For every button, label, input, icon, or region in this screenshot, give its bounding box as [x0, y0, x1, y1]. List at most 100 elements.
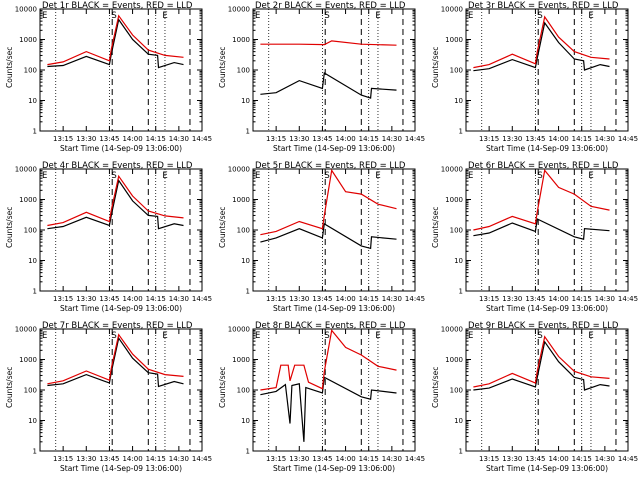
series-lld: [473, 335, 610, 388]
x-tick-label: 13:30: [289, 455, 309, 463]
x-tick-label: 14:45: [192, 455, 212, 463]
series-lld: [47, 14, 184, 66]
x-tick-label: 14:45: [405, 295, 425, 303]
x-tick-label: 13:45: [525, 295, 545, 303]
x-axis-label: Start Time (14-Sep-09 13:06:00): [273, 144, 395, 153]
x-tick-label: 14:30: [382, 135, 402, 143]
y-tick-label: 1: [33, 448, 37, 456]
plot-frame: [252, 8, 416, 132]
series-lld: [47, 174, 184, 227]
x-tick-label: 14:00: [122, 455, 142, 463]
panel-det-7: Det 7r BLACK = Events, RED = LLD Counts/s…: [5, 321, 212, 473]
x-axis-label: Start Time (14-Sep-09 13:06:00): [60, 464, 182, 473]
y-tick-label: 1: [459, 288, 463, 296]
series-lld: [473, 15, 610, 69]
panel-title: Det 7r BLACK = Events, RED = LLD: [42, 321, 193, 331]
series-events: [47, 18, 184, 69]
x-tick-label: 13:30: [502, 455, 522, 463]
x-tick-label: 13:45: [525, 455, 545, 463]
event-marker-label: E: [375, 11, 380, 21]
panel-det-9: Det 9r BLACK = Events, RED = LLD Counts/s…: [431, 321, 638, 473]
event-marker-label: E: [255, 331, 260, 341]
y-tick-label: 1000: [19, 196, 37, 204]
x-tick-label: 14:15: [572, 455, 592, 463]
y-tick-label: 10000: [228, 166, 250, 174]
event-marker-label: E: [468, 331, 473, 341]
x-tick-label: 14:30: [169, 455, 189, 463]
x-tick-label: 14:00: [548, 455, 568, 463]
event-marker-label: S: [537, 11, 542, 21]
y-tick-label: 1000: [445, 36, 463, 44]
panel-det-2: Det 2r BLACK = Events, RED = LLD Counts/s…: [218, 1, 425, 153]
event-marker-label: E: [162, 171, 167, 181]
y-tick-label: 1000: [445, 196, 463, 204]
y-tick-label: 100: [450, 67, 463, 75]
x-tick-label: 14:00: [548, 135, 568, 143]
x-tick-label: 14:30: [382, 455, 402, 463]
event-marker-label: E: [375, 331, 380, 341]
event-marker-label: S: [324, 171, 329, 181]
y-tick-label: 10000: [15, 6, 37, 14]
x-tick-label: 13:15: [53, 295, 73, 303]
panel-det-4: Det 4r BLACK = Events, RED = LLD Counts/s…: [5, 161, 212, 313]
event-marker-label: S: [324, 11, 329, 21]
event-marker-label: E: [375, 171, 380, 181]
x-tick-label: 13:45: [99, 135, 119, 143]
y-tick-label: 1: [33, 128, 37, 136]
x-tick-label: 13:30: [76, 135, 96, 143]
x-axis-label: Start Time (14-Sep-09 13:06:00): [273, 304, 395, 313]
event-marker-label: S: [111, 331, 116, 341]
series-lld: [473, 169, 610, 231]
x-tick-label: 14:30: [382, 295, 402, 303]
x-tick-label: 13:45: [525, 135, 545, 143]
y-tick-label: 10: [454, 97, 463, 105]
y-axis-label: Counts/sec: [5, 367, 14, 408]
x-tick-label: 13:45: [312, 135, 332, 143]
y-tick-label: 1000: [232, 36, 250, 44]
x-tick-label: 14:00: [335, 295, 355, 303]
y-tick-label: 10000: [15, 326, 37, 334]
y-tick-label: 10: [241, 257, 250, 265]
panel-title: Det 2r BLACK = Events, RED = LLD: [255, 1, 406, 11]
y-tick-label: 10: [454, 257, 463, 265]
y-tick-label: 1000: [19, 36, 37, 44]
x-axis-label: Start Time (14-Sep-09 13:06:00): [273, 464, 395, 473]
event-marker-label: S: [537, 331, 542, 341]
series-lld: [260, 40, 397, 46]
x-tick-label: 14:45: [618, 455, 638, 463]
plot-frame: [39, 8, 203, 132]
y-axis-label: Counts/sec: [5, 47, 14, 88]
x-tick-label: 13:15: [479, 295, 499, 303]
x-tick-label: 14:15: [146, 295, 166, 303]
panel-title: Det 5r BLACK = Events, RED = LLD: [255, 161, 406, 171]
y-tick-label: 100: [237, 387, 250, 395]
event-marker-label: S: [111, 11, 116, 21]
x-tick-label: 13:15: [479, 135, 499, 143]
x-tick-label: 13:45: [99, 295, 119, 303]
event-marker-label: E: [42, 331, 47, 341]
x-axis-label: Start Time (14-Sep-09 13:06:00): [486, 464, 608, 473]
y-tick-label: 1000: [232, 196, 250, 204]
x-tick-label: 14:30: [595, 295, 615, 303]
y-tick-label: 100: [24, 67, 37, 75]
y-tick-label: 1: [459, 448, 463, 456]
x-tick-label: 14:15: [572, 295, 592, 303]
series-events: [47, 179, 184, 230]
x-axis-label: Start Time (14-Sep-09 13:06:00): [486, 304, 608, 313]
series-events: [473, 218, 610, 240]
series-events: [260, 72, 397, 99]
x-tick-label: 14:45: [405, 135, 425, 143]
event-marker-label: S: [324, 331, 329, 341]
series-events: [260, 222, 397, 250]
x-tick-label: 14:30: [595, 455, 615, 463]
event-marker-label: E: [588, 331, 593, 341]
x-tick-label: 13:45: [99, 455, 119, 463]
panel-det-6: Det 6r BLACK = Events, RED = LLD Counts/s…: [431, 161, 638, 313]
y-tick-label: 10000: [15, 166, 37, 174]
y-tick-label: 10: [454, 417, 463, 425]
x-tick-label: 13:30: [502, 135, 522, 143]
x-tick-label: 13:15: [53, 135, 73, 143]
event-marker-label: E: [588, 11, 593, 21]
panel-title: Det 1r BLACK = Events, RED = LLD: [42, 1, 193, 11]
x-tick-label: 14:00: [122, 295, 142, 303]
